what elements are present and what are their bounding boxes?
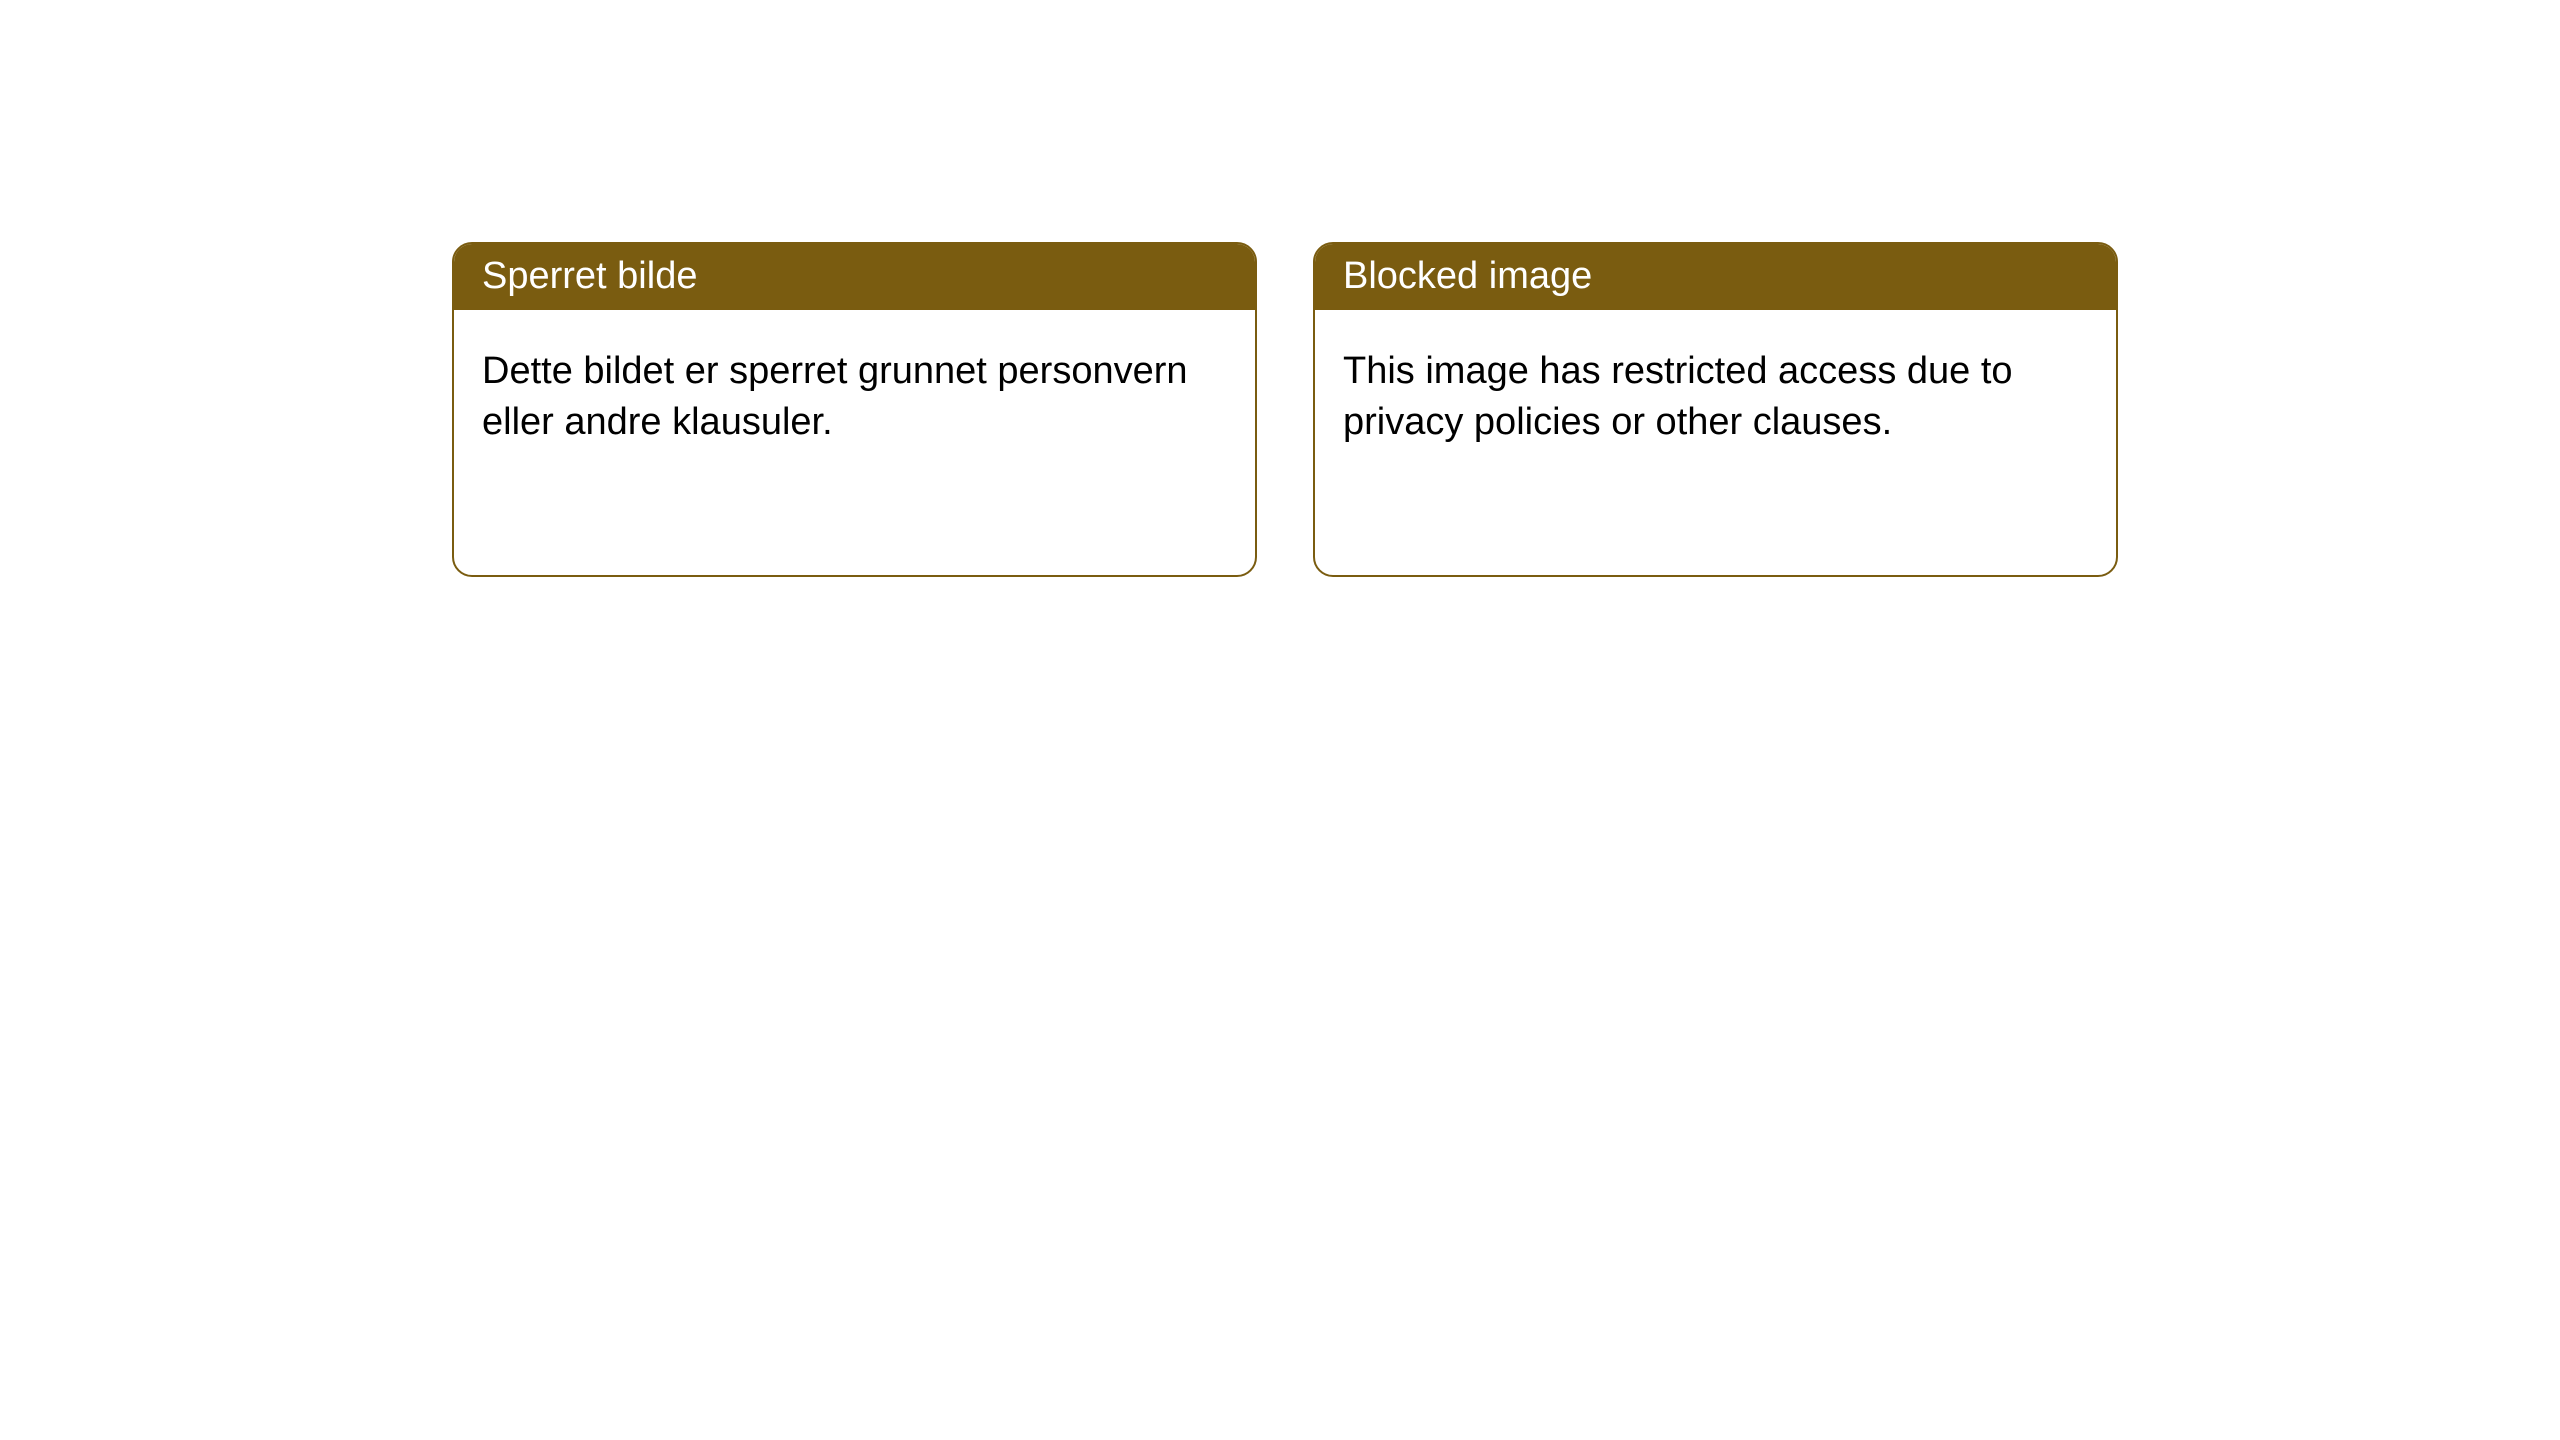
notice-card-no: Sperret bilde Dette bildet er sperret gr…: [452, 242, 1257, 577]
notice-title-no: Sperret bilde: [454, 244, 1255, 310]
notice-body-no: Dette bildet er sperret grunnet personve…: [454, 310, 1255, 485]
notice-title-en: Blocked image: [1315, 244, 2116, 310]
notice-body-en: This image has restricted access due to …: [1315, 310, 2116, 485]
notice-card-en: Blocked image This image has restricted …: [1313, 242, 2118, 577]
notice-container: Sperret bilde Dette bildet er sperret gr…: [0, 0, 2560, 577]
